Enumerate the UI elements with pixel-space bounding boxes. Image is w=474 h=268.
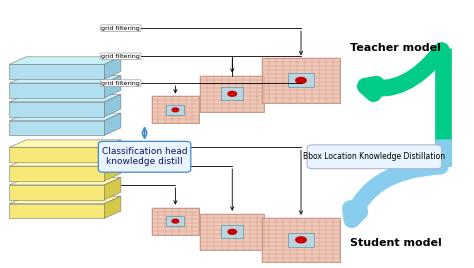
- Polygon shape: [104, 57, 121, 79]
- Text: Student model: Student model: [350, 237, 442, 248]
- Text: grid filtering: grid filtering: [101, 26, 140, 31]
- Bar: [166, 216, 184, 226]
- Bar: [221, 225, 244, 238]
- Polygon shape: [9, 147, 104, 162]
- Bar: [289, 73, 313, 87]
- Polygon shape: [9, 83, 104, 98]
- Polygon shape: [104, 113, 121, 135]
- Circle shape: [296, 77, 306, 83]
- Circle shape: [228, 91, 237, 96]
- Bar: [152, 96, 199, 123]
- Polygon shape: [104, 177, 121, 200]
- Bar: [289, 233, 313, 247]
- Text: Classification head
knowledge distill: Classification head knowledge distill: [102, 147, 187, 166]
- Polygon shape: [104, 159, 121, 181]
- Bar: [221, 87, 244, 100]
- Polygon shape: [9, 185, 104, 200]
- Text: Teacher model: Teacher model: [350, 43, 441, 53]
- Polygon shape: [9, 140, 121, 147]
- Polygon shape: [9, 94, 121, 102]
- Bar: [262, 218, 340, 262]
- Polygon shape: [9, 204, 104, 218]
- Polygon shape: [9, 57, 121, 64]
- Text: grid filtering: grid filtering: [101, 81, 140, 85]
- Circle shape: [172, 108, 179, 112]
- Polygon shape: [9, 113, 121, 121]
- Bar: [166, 105, 184, 115]
- Polygon shape: [104, 94, 121, 117]
- Polygon shape: [9, 177, 121, 185]
- Polygon shape: [9, 196, 121, 204]
- Bar: [152, 208, 199, 234]
- Polygon shape: [9, 121, 104, 135]
- Polygon shape: [9, 159, 121, 166]
- Polygon shape: [9, 64, 104, 79]
- Polygon shape: [9, 76, 121, 83]
- Circle shape: [228, 229, 237, 234]
- Bar: [262, 58, 340, 103]
- Polygon shape: [104, 76, 121, 98]
- Circle shape: [296, 237, 306, 243]
- Text: Bbox Location Knowledge Distillation: Bbox Location Knowledge Distillation: [303, 152, 446, 161]
- Polygon shape: [9, 166, 104, 181]
- Polygon shape: [104, 196, 121, 218]
- FancyBboxPatch shape: [98, 142, 191, 172]
- Circle shape: [172, 219, 179, 223]
- Bar: [200, 76, 264, 112]
- Bar: [200, 214, 264, 250]
- Text: grid filtering: grid filtering: [101, 54, 140, 59]
- FancyBboxPatch shape: [307, 145, 442, 169]
- Polygon shape: [104, 140, 121, 162]
- Polygon shape: [9, 102, 104, 117]
